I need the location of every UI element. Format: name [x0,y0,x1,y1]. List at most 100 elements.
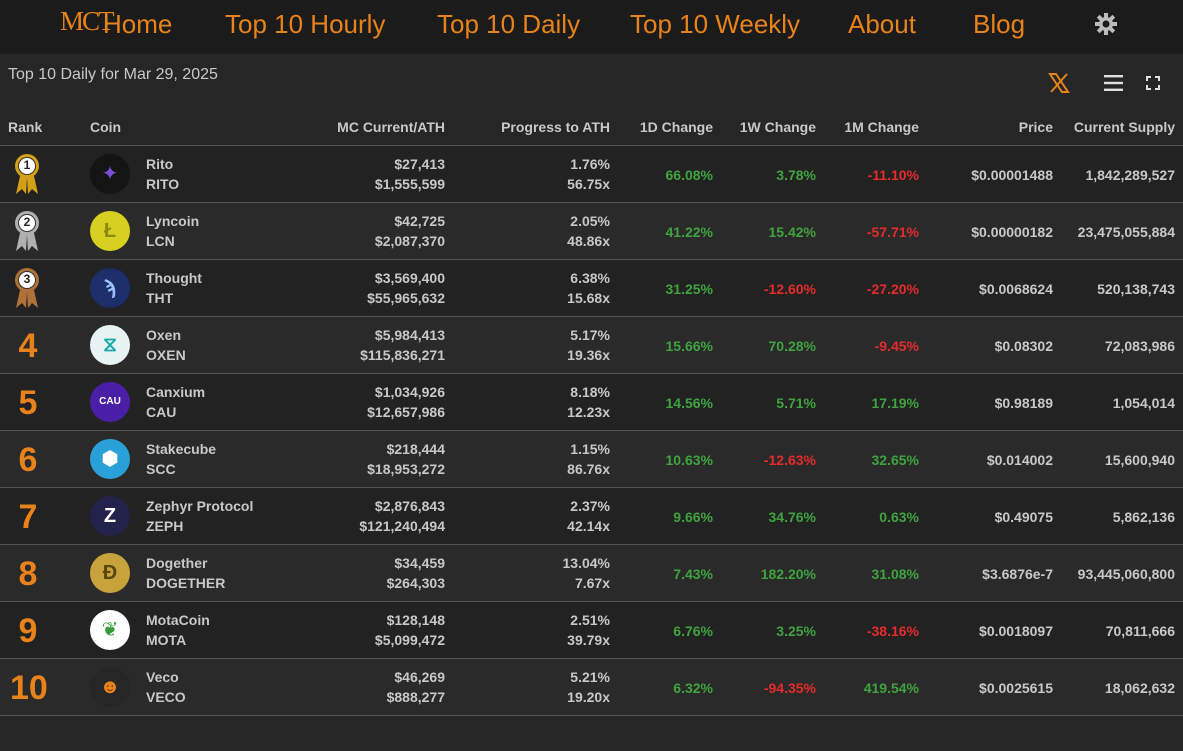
hamburger-menu-icon[interactable] [1104,74,1123,92]
change-1w: 34.76% [768,509,816,525]
progress-multiplier: 42.14x [567,518,610,534]
market-cap-ath: $121,240,494 [359,518,445,534]
current-supply: 15,600,940 [1104,452,1175,468]
header-1d-change[interactable]: 1D Change [639,119,713,135]
row-divider [0,601,1183,602]
table-row[interactable]: 10 ☻ Veco VECO $46,269 $888,277 5.21% 19.20x 6.3… [0,659,1183,716]
coin-name[interactable]: Rito [146,156,174,172]
coin-name[interactable]: Veco [146,669,179,685]
change-1d: 66.08% [665,167,713,183]
coin-symbol: OXEN [146,347,186,363]
coin-symbol: SCC [146,461,176,477]
table-row[interactable]: 3 ϡ Thought THT $3,569,400 $55,965,632 6.38% 15… [0,260,1183,317]
change-1d: 6.32% [673,680,713,696]
coin-name[interactable]: Dogether [146,555,208,571]
rank-medal-icon [15,154,39,194]
coin-logo-icon: CAU [90,382,130,422]
change-1d: 15.66% [665,338,713,354]
progress-percent: 1.15% [570,441,610,457]
market-cap-current: $46,269 [394,669,445,685]
change-1w: 3.78% [776,167,816,183]
coin-name[interactable]: Oxen [146,327,182,343]
header-mc[interactable]: MC Current/ATH [337,119,445,135]
coin-symbol: THT [146,290,174,306]
coin-logo-icon: ☻ [90,667,130,707]
header-rank[interactable]: Rank [8,119,43,135]
price: $3.6876e-7 [982,566,1053,582]
change-1m: -27.20% [866,281,919,297]
progress-multiplier: 86.76x [567,461,610,477]
progress-percent: 2.37% [570,498,610,514]
change-1m: 17.19% [871,395,919,411]
change-1m: -57.71% [866,224,919,240]
table-row[interactable]: 5 CAU Canxium CAU $1,034,926 $12,657,986 8.18%… [0,374,1183,431]
nav-about[interactable]: About [848,9,916,39]
coin-logo-icon: ✦ [90,154,130,194]
top-navbar: MCT Home Top 10 Hourly Top 10 Daily Top … [0,0,1183,54]
coin-name[interactable]: MotaCoin [146,612,210,628]
coin-name[interactable]: Thought [146,270,202,286]
change-1w: 182.20% [760,566,816,582]
coin-symbol: VECO [146,689,186,705]
market-cap-current: $3,569,400 [374,270,445,286]
market-cap-ath: $5,099,472 [374,632,445,648]
change-1m: -38.16% [866,623,919,639]
coin-logo-icon: ❦ [90,610,130,650]
coin-logo-icon: Ł [90,211,130,251]
market-cap-ath: $2,087,370 [374,233,445,249]
price: $0.014002 [986,452,1053,468]
coin-name[interactable]: Stakecube [146,441,217,457]
header-supply[interactable]: Current Supply [1073,119,1175,135]
nav-home[interactable]: Home [103,9,173,39]
change-1d: 31.25% [665,281,713,297]
x-logo-icon[interactable] [1048,72,1070,94]
progress-percent: 5.17% [570,327,610,343]
table-row[interactable]: 9 ❦ MotaCoin MOTA $128,148 $5,099,472 2.51% 39.… [0,602,1183,659]
rank-number: 7 [18,498,38,536]
progress-percent: 8.18% [570,384,610,400]
market-cap-current: $42,725 [394,213,445,229]
table-row[interactable]: 6 ⬢ Stakecube SCC $218,444 $18,953,272 1.15% 86… [0,431,1183,488]
fullscreen-icon[interactable] [1146,76,1160,90]
rank-medal-icon [15,211,39,251]
nav-top10-daily[interactable]: Top 10 Daily [437,9,581,39]
current-supply: 70,811,666 [1105,623,1175,639]
coin-symbol: RITO [146,176,180,192]
header-1w-change[interactable]: 1W Change [739,119,816,135]
market-cap-current: $34,459 [394,555,445,571]
table-row[interactable]: 2 Ł Lyncoin LCN $42,725 $2,087,370 2.05% 48.86x… [0,203,1183,260]
market-cap-ath: $18,953,272 [367,461,445,477]
coin-logo-icon: Z [90,496,130,536]
progress-multiplier: 39.79x [567,632,610,648]
header-progress[interactable]: Progress to ATH [501,119,610,135]
coin-name[interactable]: Zephyr Protocol [146,498,254,514]
nav-top10-hourly[interactable]: Top 10 Hourly [225,9,386,39]
change-1w: 3.25% [776,623,816,639]
table-row[interactable]: 8 Ð Dogether DOGETHER $34,459 $264,303 13.04% 7… [0,545,1183,602]
market-cap-current: $128,148 [386,612,445,628]
header-1m-change[interactable]: 1M Change [844,119,919,135]
nav-top10-weekly[interactable]: Top 10 Weekly [630,9,801,39]
rank-number: 2 [23,215,31,229]
table-row[interactable]: 1 ✦ Rito RITO $27,413 $1,555,599 1.76% 56.75x 66… [0,146,1183,203]
market-cap-current: $2,876,843 [374,498,445,514]
coin-name[interactable]: Canxium [146,384,206,400]
table-row[interactable]: 7 Z Zephyr Protocol ZEPH $2,876,843 $121,240,… [0,488,1183,545]
change-1d: 41.22% [665,224,713,240]
coin-name[interactable]: Lyncoin [146,213,200,229]
change-1d: 6.76% [673,623,713,639]
nav-blog[interactable]: Blog [973,9,1026,39]
header-price[interactable]: Price [1018,119,1053,135]
gear-icon[interactable] [1094,12,1118,36]
coin-logo-icon: ⧖ [90,325,130,365]
progress-multiplier: 12.23x [567,404,610,420]
table-row[interactable]: 4 ⧖ Oxen OXEN $5,984,413 $115,836,271 5.17% 19.… [0,317,1183,374]
change-1w: 5.71% [776,395,816,411]
row-divider [0,715,1183,716]
progress-multiplier: 48.86x [567,233,610,249]
header-coin[interactable]: Coin [90,119,122,135]
rank-number: 1 [23,158,31,172]
rank-medal-icon [15,268,39,308]
coin-symbol: LCN [146,233,175,249]
site-logo[interactable]: MCT [60,6,114,36]
